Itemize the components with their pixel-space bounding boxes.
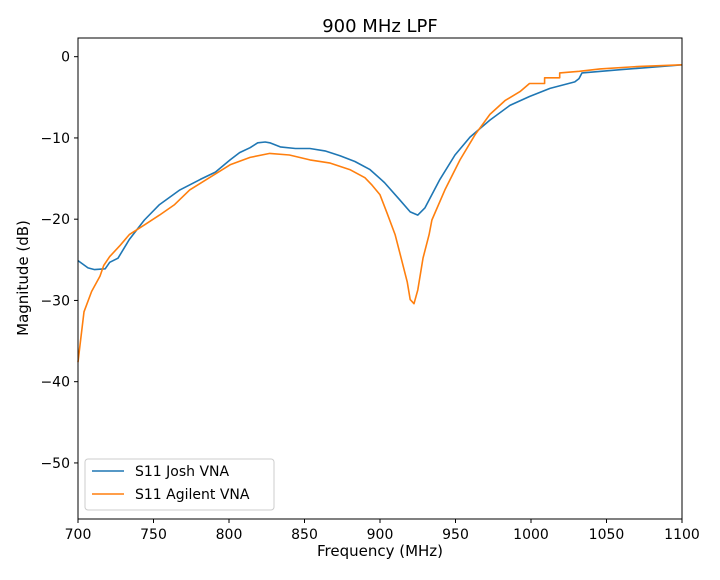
series-line-1	[77, 64, 683, 363]
y-tick-label: −10	[40, 131, 70, 147]
series-layer	[77, 64, 683, 363]
x-tick-label: 800	[216, 527, 243, 543]
x-axis-label: Frequency (MHz)	[317, 542, 443, 560]
x-tick-label: 700	[65, 527, 92, 543]
y-tick-label: −40	[40, 375, 70, 391]
legend: S11 Josh VNA S11 Agilent VNA	[84, 458, 275, 511]
series-line-0	[77, 64, 683, 271]
chart-title: 900 MHz LPF	[322, 16, 438, 37]
x-tick-label: 750	[140, 527, 167, 543]
plot-frame	[77, 37, 683, 520]
y-tick-label: 0	[61, 50, 70, 66]
x-tick-label: 850	[291, 527, 318, 543]
y-tick-label: −20	[40, 212, 70, 228]
x-tick-label: 1050	[589, 527, 625, 543]
legend-frame	[84, 458, 275, 511]
legend-label-josh: S11 Josh VNA	[135, 464, 230, 480]
x-tick-label: 1000	[513, 527, 549, 543]
x-ticks: 700 750 800 850 900 950 1000 1050 1100	[65, 519, 700, 543]
x-tick-label: 900	[367, 527, 394, 543]
y-tick-label: −50	[40, 456, 70, 472]
y-axis-label: Magnitude (dB)	[14, 220, 32, 336]
y-tick-label: −30	[40, 293, 70, 309]
legend-label-agilent: S11 Agilent VNA	[135, 487, 250, 503]
x-tick-label: 1100	[664, 527, 700, 543]
x-tick-label: 950	[442, 527, 469, 543]
y-ticks: 0 −10 −20 −30 −40 −50	[40, 50, 78, 472]
